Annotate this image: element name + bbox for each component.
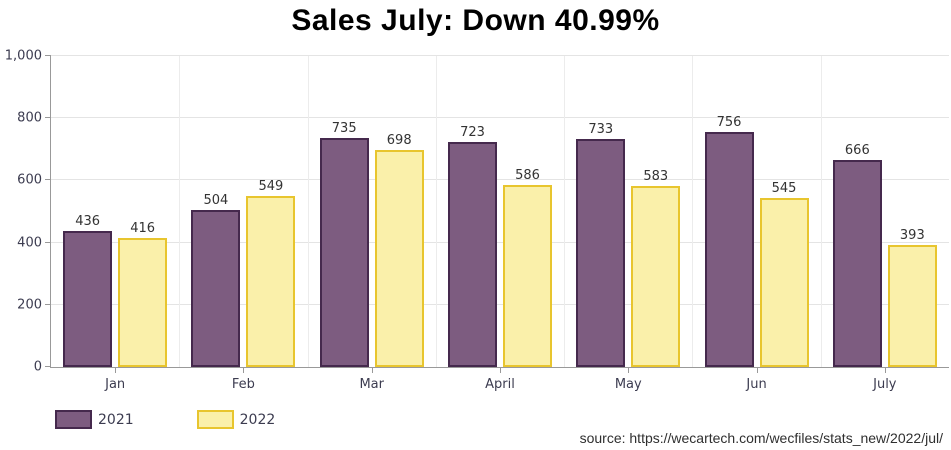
y-tick-0 [45, 366, 51, 367]
legend-item-2022: 2022 [196, 410, 276, 429]
bar-2022-Jan: 416 [118, 221, 168, 367]
bar-2021-Feb: 504 [191, 193, 241, 367]
y-tick-1000 [45, 55, 51, 56]
bar-2021-Mar: 735 [319, 121, 369, 367]
x-axis-labels: Jan Feb Mar April May Jun July [51, 377, 949, 392]
y-axis-label-1000: 1,000 [4, 48, 42, 64]
y-axis-label-600: 600 [17, 172, 42, 188]
value-label-2021-Mar: 735 [331, 121, 357, 137]
v-gridline-4 [564, 56, 566, 367]
v-gridline-6 [820, 56, 822, 367]
x-tick-Mar [371, 367, 373, 373]
value-label-2022-Jun: 545 [771, 180, 797, 196]
x-tick-July [884, 367, 886, 373]
bar-2022-May: 583 [631, 169, 681, 367]
legend-swatch-2022 [196, 410, 234, 429]
y-axis-labels: 0 200 400 600 800 1,000 [2, 49, 42, 375]
bar-2021-Jun: 756 [704, 115, 754, 367]
bar-2021-May: 733 [576, 122, 626, 367]
category-group-Feb: 504 549 [179, 56, 307, 373]
x-axis-label-Jan: Jan [105, 377, 126, 392]
bar-2022-July: 393 [887, 228, 937, 367]
x-axis-label-Feb: Feb [231, 377, 255, 392]
value-label-2021-May: 733 [588, 122, 614, 138]
v-gridline-1 [179, 56, 181, 367]
legend-item-2021: 2021 [55, 410, 134, 429]
value-label-2021-April: 723 [460, 125, 485, 141]
y-axis-label-400: 400 [17, 235, 42, 251]
h-gridline-600 [51, 179, 949, 181]
plot-area: 436 416 504 549 735 698 723 586 733 583 756 545 666 3… [5, 49, 949, 392]
v-gridline-5 [692, 56, 694, 367]
chart-title: Sales July: Down 40.99% [291, 4, 660, 37]
x-tick-Jan [115, 367, 117, 373]
bar-groups: 436 416 504 549 735 698 723 586 733 583 756 545 666 3… [51, 56, 949, 373]
value-label-2022-April: 586 [515, 167, 540, 183]
x-tick-Feb [243, 367, 245, 373]
value-label-2022-Jan: 416 [130, 220, 156, 236]
value-label-2022-Feb: 549 [258, 179, 284, 195]
x-axis-label-April: April [485, 377, 515, 392]
legend-label-2021: 2021 [98, 411, 134, 428]
bar-2022-Feb: 549 [246, 179, 296, 367]
value-label-2021-July: 666 [844, 142, 870, 158]
y-axis-label-800: 800 [17, 110, 42, 126]
category-group-May: 733 583 [564, 56, 692, 373]
v-gridline-3 [435, 56, 437, 367]
category-group-Mar: 735 698 [308, 56, 436, 373]
bar-2022-April: 586 [502, 168, 552, 367]
legend-swatch-2021 [55, 410, 92, 429]
y-axis-label-0: 0 [33, 359, 42, 375]
x-axis-label-Mar: Mar [359, 377, 384, 392]
legend-label-2022: 2022 [239, 411, 276, 428]
bar-2022-Jun: 545 [759, 181, 809, 367]
bar-2021-July: 666 [832, 143, 882, 367]
y-tick-200 [45, 303, 51, 305]
x-tick-Jun [756, 367, 758, 373]
category-group-April: 723 586 [436, 56, 564, 373]
h-gridline-200 [51, 303, 949, 305]
x-tick-May [628, 367, 630, 373]
legend: 2021 2022 [55, 410, 275, 429]
x-tick-April [499, 367, 501, 373]
category-group-July: 666 393 [821, 56, 949, 373]
value-label-2021-Jan: 436 [75, 214, 101, 230]
bar-2021-April: 723 [447, 125, 497, 367]
value-label-2021-Feb: 504 [203, 193, 229, 209]
value-label-2022-July: 393 [899, 227, 925, 243]
bar-2022-Mar: 698 [374, 133, 424, 367]
gridlines [45, 55, 949, 367]
y-tick-400 [45, 241, 51, 243]
bar-2021-Jan: 436 [63, 214, 113, 367]
h-gridline-800 [51, 117, 949, 119]
h-gridline-1000 [51, 55, 949, 56]
v-gridline-2 [307, 56, 309, 367]
h-gridline-400 [51, 241, 949, 243]
x-axis-label-May: May [614, 377, 642, 392]
value-label-2022-May: 583 [643, 168, 669, 184]
source-note: source: https://wecartech.com/wecfiles/s… [579, 430, 943, 446]
y-tick-800 [45, 117, 51, 119]
category-group-Jun: 756 545 [692, 56, 820, 373]
x-axis-label-Jun: Jun [746, 377, 767, 392]
value-label-2022-Mar: 698 [386, 132, 412, 148]
y-axis-label-200: 200 [17, 297, 42, 313]
y-tick-600 [45, 179, 51, 181]
value-label-2021-Jun: 756 [716, 114, 742, 130]
x-axis-label-July: July [873, 377, 897, 392]
category-group-Jan: 436 416 [51, 56, 179, 373]
